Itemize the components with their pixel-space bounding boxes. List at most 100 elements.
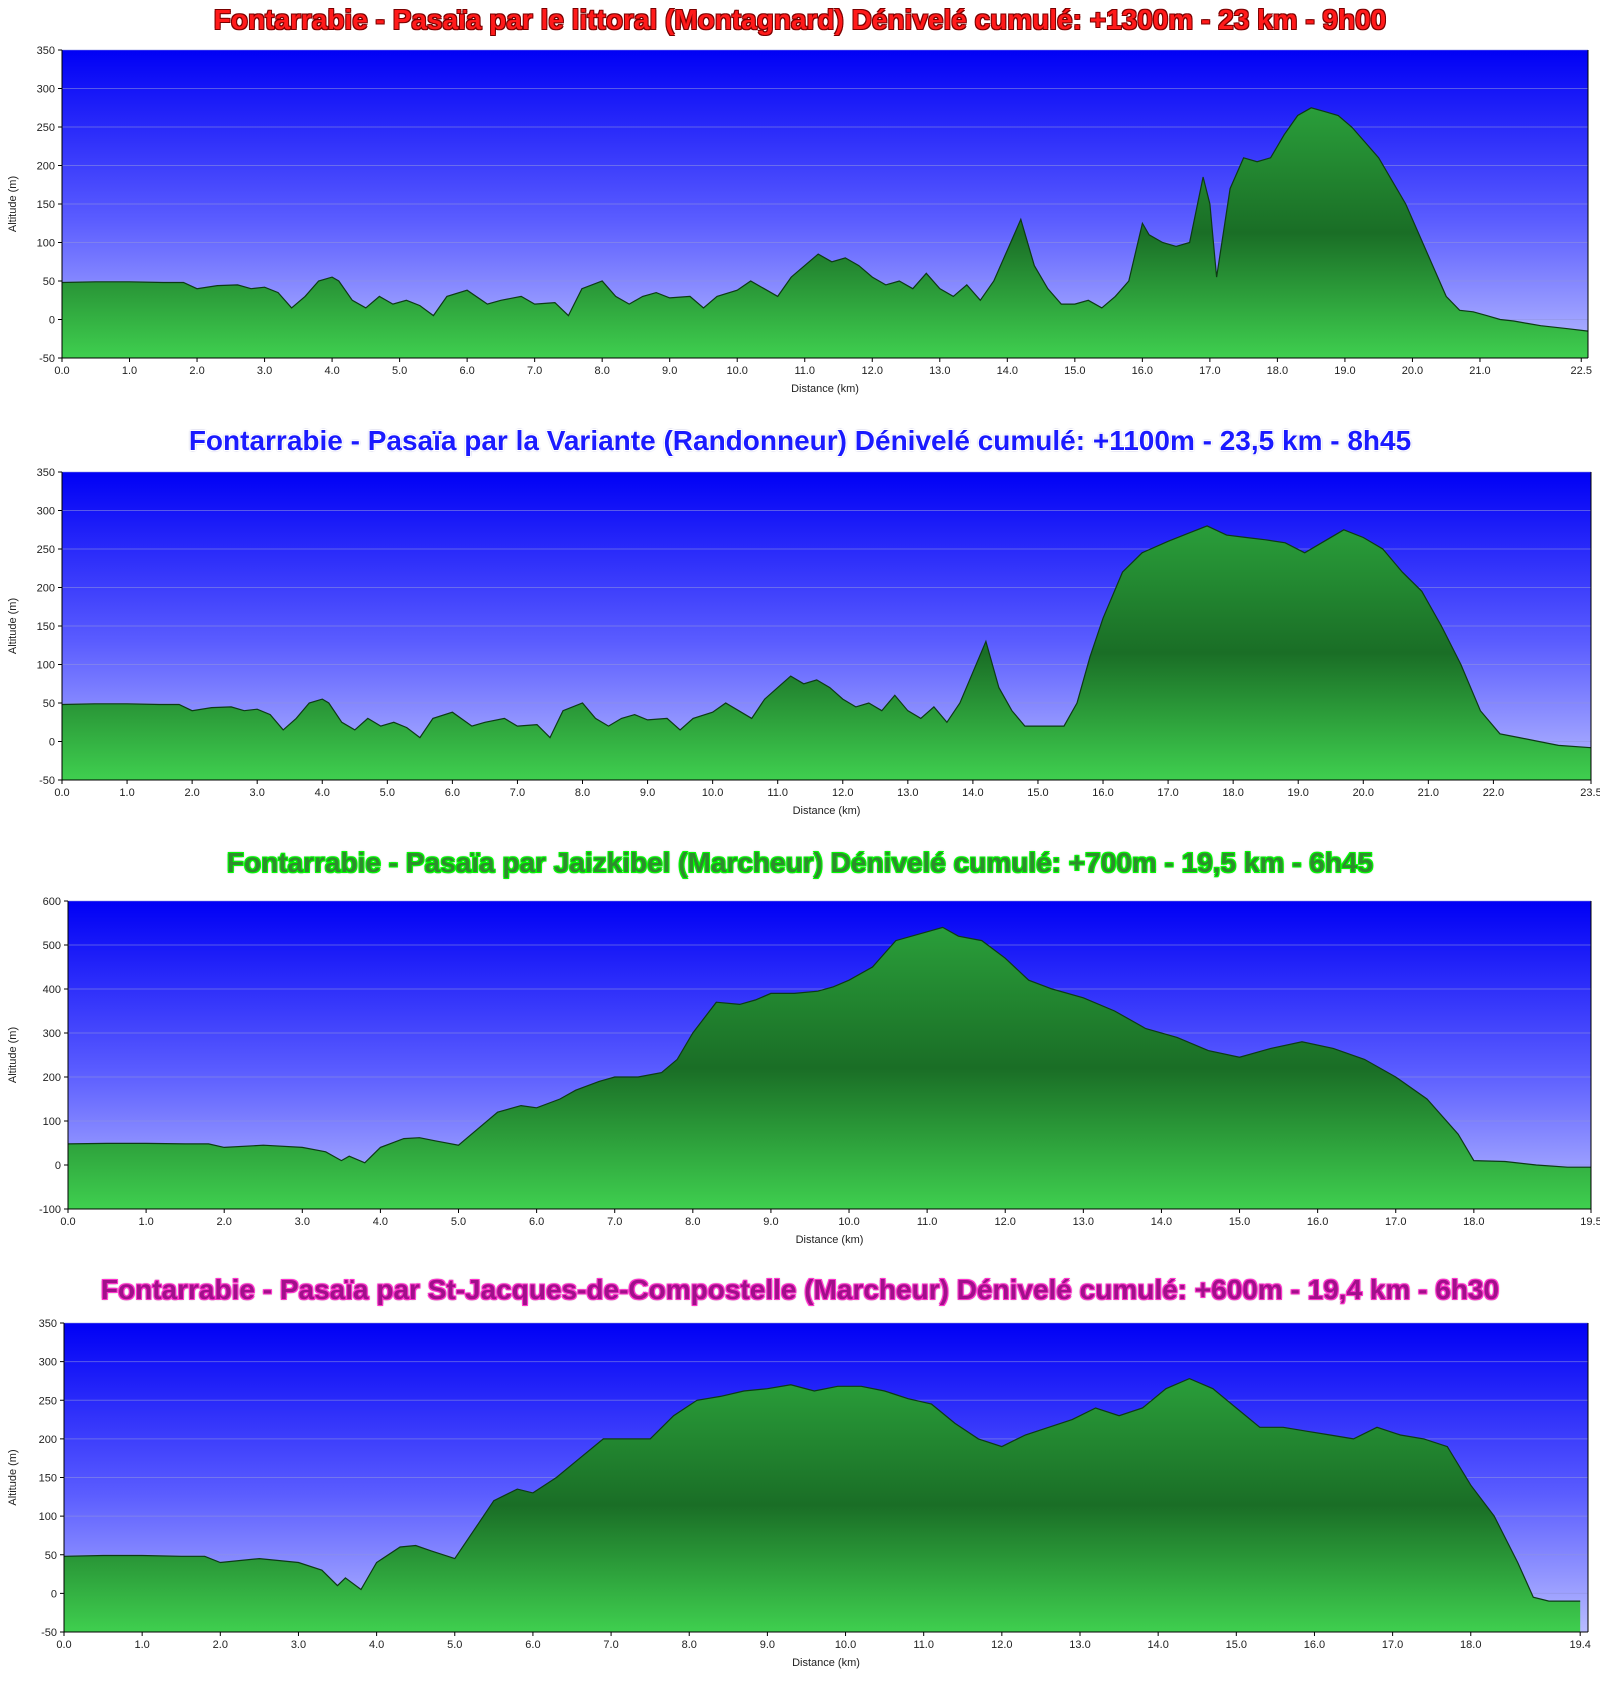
x-tick-label: 3.0 <box>295 1216 310 1228</box>
x-tick-label: 14.0 <box>1147 1639 1168 1651</box>
x-tick-label: 21.0 <box>1469 365 1490 377</box>
x-tick-label: 9.0 <box>640 787 655 799</box>
elevation-area <box>62 525 1591 780</box>
x-tick-label: 16.0 <box>1304 1639 1325 1651</box>
y-tick-label: -50 <box>41 1627 57 1639</box>
x-tick-label: 10.0 <box>835 1639 856 1651</box>
x-tick-label: 10.0 <box>702 787 723 799</box>
x-tick-label: 2.0 <box>184 787 199 799</box>
x-tick-label: 1.0 <box>135 1639 150 1651</box>
x-tick-label: 8.0 <box>575 787 590 799</box>
x-axis-title: Distance (km) <box>791 383 859 395</box>
x-tick-label: 10.0 <box>727 365 748 377</box>
x-tick-label: 17.0 <box>1199 365 1220 377</box>
x-tick-label: 3.0 <box>257 365 272 377</box>
elevation-chart: -100 0 100 200 300 400 500 600 0.0 1.0 2.0 3.0 4.0 5.… <box>7 896 1600 1246</box>
y-tick-label: 300 <box>39 1357 57 1369</box>
elevation-panel-littoral: Fontarrabie - Pasaïa par le littoral (Mo… <box>0 0 1600 400</box>
x-tick-label: 7.0 <box>603 1639 618 1651</box>
x-tick-label: 1.0 <box>122 365 137 377</box>
x-tick-label: 7.0 <box>510 787 525 799</box>
x-tick-label: 5.0 <box>451 1216 466 1228</box>
x-tick-label: 16.0 <box>1307 1216 1328 1228</box>
x-tick-label: 1.0 <box>138 1216 153 1228</box>
y-tick-label: 50 <box>43 276 55 288</box>
y-tick-label: 200 <box>37 583 55 595</box>
y-tick-label: 150 <box>39 1473 57 1485</box>
elevation-line <box>67 926 1591 1168</box>
y-tick-label: 300 <box>37 84 55 96</box>
elevation-area <box>62 107 1588 358</box>
x-tick-label: 6.0 <box>445 787 460 799</box>
x-tick-label: 7.0 <box>607 1216 622 1228</box>
elevation-line <box>63 1377 1581 1602</box>
y-tick-label: 0 <box>55 1160 61 1172</box>
x-tick-label: 0.0 <box>60 1216 75 1228</box>
x-tick-label: 6.0 <box>525 1639 540 1651</box>
x-tick-label: 18.0 <box>1460 1639 1481 1651</box>
y-tick-label: -50 <box>39 775 55 787</box>
y-tick-label: -100 <box>39 1204 61 1216</box>
x-tick-label: 17.0 <box>1382 1639 1403 1651</box>
x-tick-label: 0.0 <box>54 365 69 377</box>
x-tick-label: 5.0 <box>392 365 407 377</box>
x-tick-label: 2.0 <box>189 365 204 377</box>
y-tick-label: 100 <box>43 1116 61 1128</box>
x-tick-label: 22.5 <box>1571 365 1592 377</box>
x-tick-label: 2.0 <box>213 1639 228 1651</box>
y-tick-label: 0 <box>49 315 55 327</box>
x-tick-label: 16.0 <box>1092 787 1113 799</box>
y-tick-label: 350 <box>37 467 55 479</box>
y-tick-label: 100 <box>39 1511 57 1523</box>
x-tick-label: 15.0 <box>1229 1216 1250 1228</box>
elevation-line <box>61 107 1589 332</box>
x-tick-label: 13.0 <box>897 787 918 799</box>
elevation-area <box>64 1378 1581 1632</box>
x-tick-label: 4.0 <box>324 365 339 377</box>
x-tick-label: 6.0 <box>529 1216 544 1228</box>
x-tick-label: 10.0 <box>838 1216 859 1228</box>
x-tick-label: 11.0 <box>794 365 815 377</box>
x-tick-label: 13.0 <box>929 365 950 377</box>
y-tick-label: -50 <box>39 353 55 365</box>
x-tick-label: 6.0 <box>459 365 474 377</box>
x-tick-label: 19.0 <box>1288 787 1309 799</box>
x-tick-label: 19.0 <box>1334 365 1355 377</box>
elevation-panel-variante: Fontarrabie - Pasaïa par la Variante (Ra… <box>0 422 1600 822</box>
y-tick-label: 350 <box>39 1318 57 1330</box>
chart-title: Fontarrabie - Pasaïa par le littoral (Mo… <box>213 4 1387 35</box>
y-tick-label: 150 <box>37 199 55 211</box>
x-tick-label: 18.0 <box>1267 365 1288 377</box>
y-tick-label: 350 <box>37 45 55 57</box>
x-tick-label: 12.0 <box>832 787 853 799</box>
y-tick-label: 300 <box>43 1028 61 1040</box>
y-tick-label: 50 <box>45 1550 57 1562</box>
x-tick-label: 0.0 <box>54 787 69 799</box>
x-axis-title: Distance (km) <box>792 1657 860 1669</box>
y-tick-label: 600 <box>43 896 61 908</box>
x-axis-title: Distance (km) <box>793 805 861 817</box>
y-tick-label: 250 <box>37 122 55 134</box>
y-tick-label: 100 <box>37 660 55 672</box>
x-tick-label: 21.0 <box>1418 787 1439 799</box>
x-tick-label: 15.0 <box>1027 787 1048 799</box>
x-tick-label: 20.0 <box>1353 787 1374 799</box>
x-tick-label: 14.0 <box>1151 1216 1172 1228</box>
y-tick-label: 200 <box>39 1434 57 1446</box>
y-tick-label: 250 <box>37 544 55 556</box>
x-tick-label: 12.0 <box>991 1639 1012 1651</box>
x-tick-label: 19.5 <box>1580 1216 1600 1228</box>
x-tick-label: 13.0 <box>1069 1639 1090 1651</box>
x-tick-label: 5.0 <box>447 1639 462 1651</box>
y-tick-label: 0 <box>49 737 55 749</box>
x-tick-label: 3.0 <box>250 787 265 799</box>
x-tick-label: 9.0 <box>760 1639 775 1651</box>
x-tick-label: 5.0 <box>380 787 395 799</box>
x-tick-label: 3.0 <box>291 1639 306 1651</box>
x-tick-label: 16.0 <box>1132 365 1153 377</box>
x-tick-label: 18.0 <box>1222 787 1243 799</box>
elevation-area <box>68 927 1591 1209</box>
y-tick-label: 200 <box>37 161 55 173</box>
y-tick-label: 200 <box>43 1072 61 1084</box>
x-tick-label: 11.0 <box>913 1639 934 1651</box>
